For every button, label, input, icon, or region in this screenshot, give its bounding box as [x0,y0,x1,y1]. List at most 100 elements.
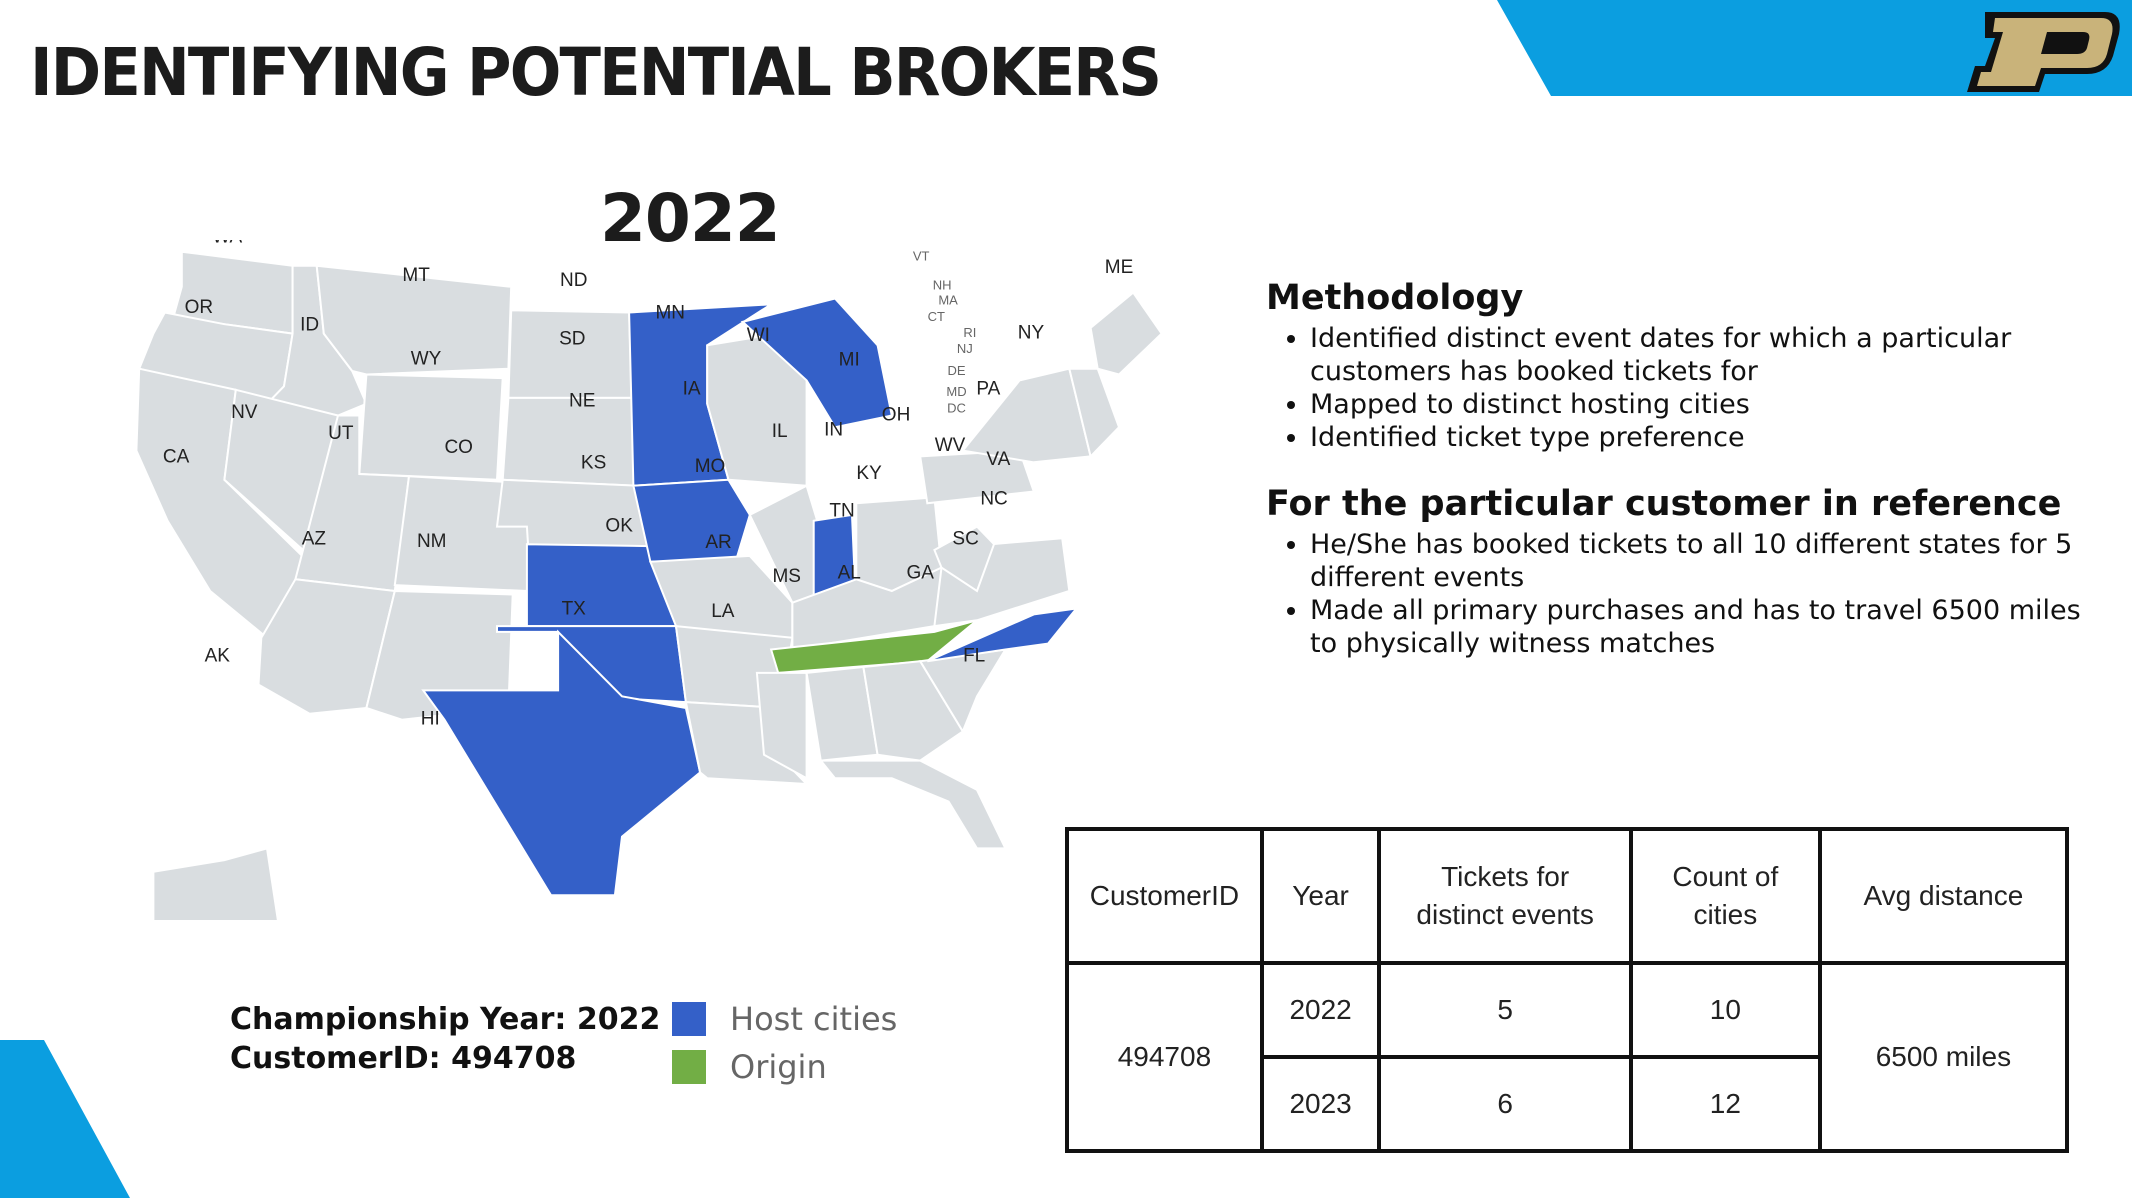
table-row: 494708 2022 5 10 6500 miles [1065,961,2070,1153]
header-cities: Count of cities [1628,827,1822,965]
state-label-ok: OK [605,516,633,537]
state-label-hi: HI [421,709,440,730]
state-label-pa: PA [976,379,1000,400]
state-label-oh: OH [882,404,911,425]
state-label-mn: MN [655,303,685,324]
state-nc [926,607,1079,663]
state-ne2 [1068,367,1121,459]
state-label-nc: NC [980,489,1007,510]
state-label-ut: UT [328,423,354,444]
state-label-sc: SC [952,528,978,549]
methodology-bullet: Mapped to distinct hosting cities [1310,388,2086,421]
state-label-ia: IA [683,379,701,400]
state-label-nd: ND [560,270,587,291]
state-wv [933,525,996,593]
cell-cities: 10 [1628,961,1822,1059]
state-me [1089,291,1163,376]
state-label-ny: NY [1018,323,1045,344]
state-ga [862,660,965,762]
state-ms [755,671,808,780]
state-label-ms: MS [772,566,801,587]
customer-bullet: He/She has booked tickets to all 10 diff… [1310,528,2086,594]
state-label-mi: MI [839,349,860,370]
state-label-tn: TN [829,500,854,521]
header-distance: Avg distance [1817,827,2070,965]
table-header-row: CustomerID Year Tickets for distinct eve… [1065,827,2070,965]
methodology-bullet: Identified ticket type preference [1310,421,2086,454]
us-map: WA OR CA ID NV MT WY UT AZ CO NM ND SD NE KS OK TX MN IA MO… [135,240,1163,920]
cell-year: 2023 [1259,1055,1382,1153]
state-label-il: IL [772,421,788,442]
state-label-al: AL [838,562,861,583]
state-label-co: CO [444,437,473,458]
state-label-wy: WY [411,348,442,369]
championship-customer-id: CustomerID: 494708 [230,1041,577,1076]
state-label-vt: VT [913,248,930,263]
state-label-va: VA [986,449,1010,470]
page-title: IDENTIFYING POTENTIAL BROKERS [30,34,1162,111]
map-legend: Host cities Origin [672,995,897,1091]
state-label-md: MD [946,384,966,399]
state-label-nh: NH [933,277,952,292]
state-label-ca: CA [163,447,190,468]
legend-host: Host cities [672,995,897,1043]
legend-origin-label: Origin [730,1048,827,1086]
state-label-ma: MA [938,292,958,307]
state-fl [818,759,1007,850]
header-year: Year [1259,827,1382,965]
state-label-nj: NJ [957,341,973,356]
table-row: 2023 6 12 [1067,1055,2067,1153]
state-label-de: DE [947,363,965,378]
state-label-mt: MT [402,265,430,286]
methodology-list: Identified distinct event dates for whic… [1266,322,2086,454]
state-label-ar: AR [705,532,731,553]
cell-cities: 12 [1628,1055,1822,1153]
bottom-left-accent [0,1040,130,1198]
state-label-ne: NE [569,390,595,411]
state-label-or: OR [185,297,214,318]
state-label-nv: NV [231,402,258,423]
state-label-dc: DC [947,401,966,416]
cell-distance: 6500 miles [1817,961,2070,1153]
state-wy [358,373,504,481]
cell-tickets: 5 [1377,961,1633,1059]
state-label-id: ID [300,314,319,335]
state-label-ri: RI [963,325,976,340]
championship-info: Championship Year: 2022 CustomerID: 4947… [230,1000,660,1078]
state-label-in: IN [824,420,843,441]
customer-table: CustomerID Year Tickets for distinct eve… [1065,827,2070,1153]
customer-list: He/She has booked tickets to all 10 diff… [1266,528,2086,660]
state-tx [421,629,702,897]
state-label-tx: TX [562,599,587,620]
championship-year: Championship Year: 2022 [230,1002,661,1037]
state-label-wi: WI [747,325,770,346]
state-label-mo: MO [695,456,726,477]
cell-tickets: 6 [1377,1055,1633,1153]
state-ak [152,847,279,920]
state-label-ct: CT [928,309,945,324]
purdue-logo [1967,12,2120,92]
legend-host-swatch [672,1002,706,1036]
state-label-nm: NM [417,531,447,552]
state-label-wv: WV [935,435,966,456]
state-mi [740,297,893,429]
state-label-ak: AK [205,645,231,666]
legend-host-label: Host cities [730,1000,898,1038]
state-label-ks: KS [581,452,606,473]
info-panel: Methodology Identified distinct event da… [1266,278,2086,660]
state-ia [632,478,751,563]
header-tickets: Tickets for distinct events [1377,827,1633,965]
map-year-heading: 2022 [600,180,781,257]
state-label-ky: KY [856,463,882,484]
state-label-fl: FL [963,645,985,666]
methodology-bullet: Identified distinct event dates for whic… [1310,322,2086,388]
state-label-wa: WA [212,240,242,248]
customer-bullet: Made all primary purchases and has to tr… [1310,594,2086,660]
state-label-ga: GA [906,562,934,583]
legend-origin-swatch [672,1050,706,1084]
state-label-sd: SD [559,328,585,349]
state-label-la: LA [711,601,735,622]
cell-year: 2022 [1259,961,1382,1059]
state-label-me: ME [1105,257,1134,278]
state-label-az: AZ [302,528,327,549]
